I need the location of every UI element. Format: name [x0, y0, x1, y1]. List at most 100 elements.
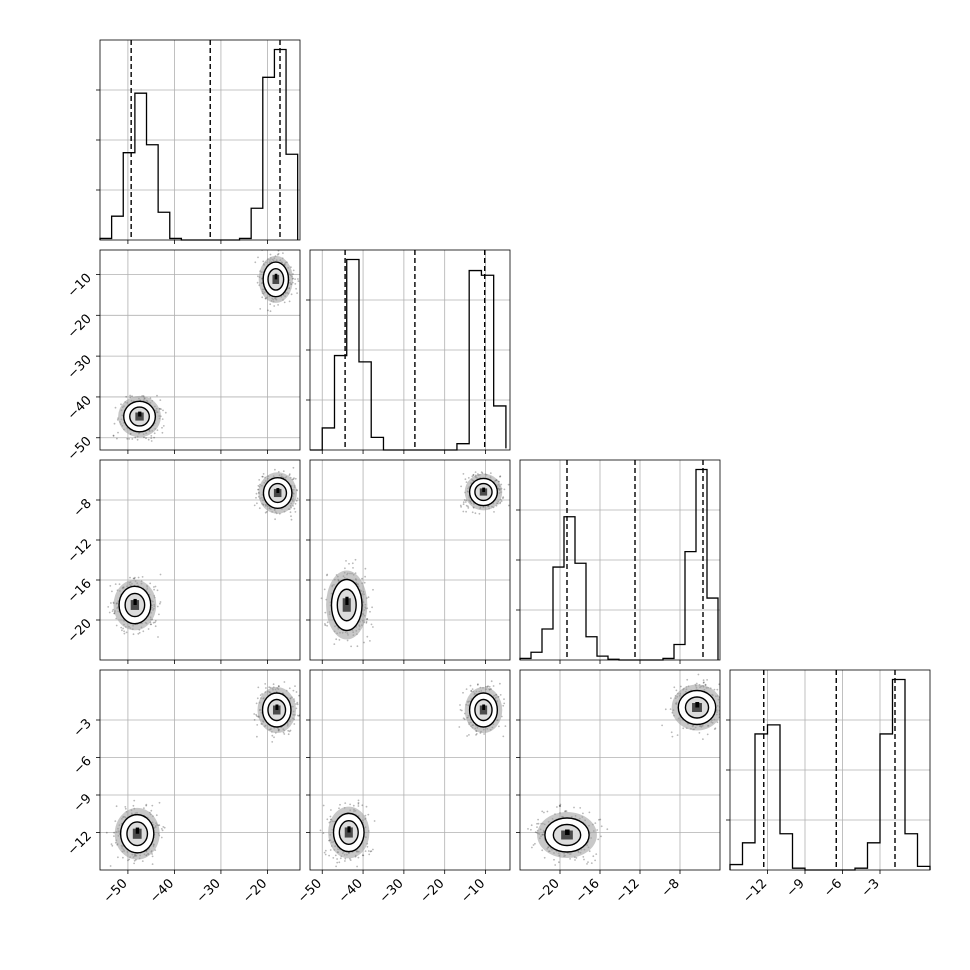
sample-point: [595, 853, 597, 855]
sample-point: [582, 813, 584, 815]
sample-point: [347, 640, 349, 642]
sample-point: [338, 861, 340, 863]
sample-point: [124, 633, 126, 635]
sample-point: [364, 576, 366, 578]
sample-point: [264, 683, 266, 685]
sample-point: [592, 855, 594, 857]
sample-point: [257, 275, 259, 277]
sample-point: [261, 296, 263, 298]
sample-point: [295, 511, 297, 513]
sample-point: [475, 734, 477, 736]
sample-point: [353, 805, 355, 807]
sample-point: [583, 859, 585, 861]
sample-point: [502, 705, 504, 707]
sample-point: [502, 736, 504, 738]
sample-point: [491, 680, 493, 682]
sample-point: [254, 505, 256, 507]
sample-point: [463, 503, 465, 505]
sample-point: [296, 500, 298, 502]
sample-point: [460, 486, 462, 488]
sample-point: [293, 690, 295, 692]
sample-point: [508, 484, 510, 486]
sample-point: [113, 832, 115, 834]
density-peak: [347, 826, 350, 832]
sample-point: [338, 807, 340, 809]
sample-point: [297, 715, 299, 717]
sample-point: [531, 824, 533, 826]
sample-point: [155, 586, 157, 588]
sample-point: [284, 681, 286, 683]
sample-point: [499, 476, 501, 478]
sample-point: [489, 686, 491, 688]
sample-point: [290, 511, 292, 513]
sample-point: [362, 855, 364, 857]
sample-point: [296, 691, 298, 693]
sample-point: [151, 805, 153, 807]
sample-point: [574, 859, 576, 861]
sample-point: [335, 866, 337, 868]
sample-point: [125, 808, 127, 810]
density-peak: [482, 488, 485, 492]
sample-point: [325, 854, 327, 856]
sample-point: [125, 396, 127, 398]
sample-point: [152, 863, 154, 865]
sample-point: [157, 429, 159, 431]
sample-point: [133, 800, 135, 802]
sample-point: [106, 832, 108, 834]
sample-point: [566, 810, 568, 812]
sample-point: [256, 736, 258, 738]
sample-point: [363, 642, 365, 644]
sample-point: [591, 862, 593, 864]
sample-point: [671, 731, 673, 733]
sample-point: [293, 723, 295, 725]
sample-point: [696, 683, 698, 685]
sample-point: [111, 845, 113, 847]
sample-point: [470, 690, 472, 692]
sample-point: [358, 800, 360, 802]
sample-point: [150, 437, 152, 439]
sample-point: [291, 519, 293, 521]
sample-point: [148, 628, 150, 630]
sample-point: [569, 858, 571, 860]
sample-point: [157, 636, 159, 638]
sample-point: [672, 736, 674, 738]
sample-point: [122, 628, 124, 630]
sample-point: [499, 503, 501, 505]
sample-point: [665, 708, 667, 710]
sample-point: [124, 806, 126, 808]
sample-point: [328, 855, 330, 857]
sample-point: [133, 633, 135, 635]
sample-point: [707, 734, 709, 736]
sample-point: [257, 687, 259, 689]
sample-point: [161, 427, 163, 429]
sample-point: [273, 736, 275, 738]
sample-point: [699, 732, 701, 734]
sample-point: [587, 861, 589, 863]
sample-point: [368, 850, 370, 852]
sample-point: [259, 507, 261, 509]
sample-point: [289, 301, 291, 303]
sample-point: [368, 854, 370, 856]
sample-point: [111, 843, 113, 845]
sample-point: [371, 624, 373, 626]
sample-point: [582, 856, 584, 858]
density-peak: [345, 597, 348, 605]
sample-point: [321, 597, 323, 599]
sample-point: [326, 625, 328, 627]
sample-point: [150, 624, 152, 626]
sample-point: [324, 612, 326, 614]
sample-point: [468, 477, 470, 479]
density-peak: [275, 705, 278, 711]
sample-point: [367, 846, 369, 848]
sample-point: [110, 865, 112, 867]
sample-point: [361, 804, 363, 806]
sample-point: [109, 585, 111, 587]
sample-point: [460, 709, 462, 711]
sample-point: [289, 473, 291, 475]
sample-point: [150, 435, 152, 437]
sample-point: [335, 855, 337, 857]
sample-point: [372, 849, 374, 851]
sample-point: [259, 308, 261, 310]
sample-point: [556, 806, 558, 808]
sample-point: [254, 719, 256, 721]
